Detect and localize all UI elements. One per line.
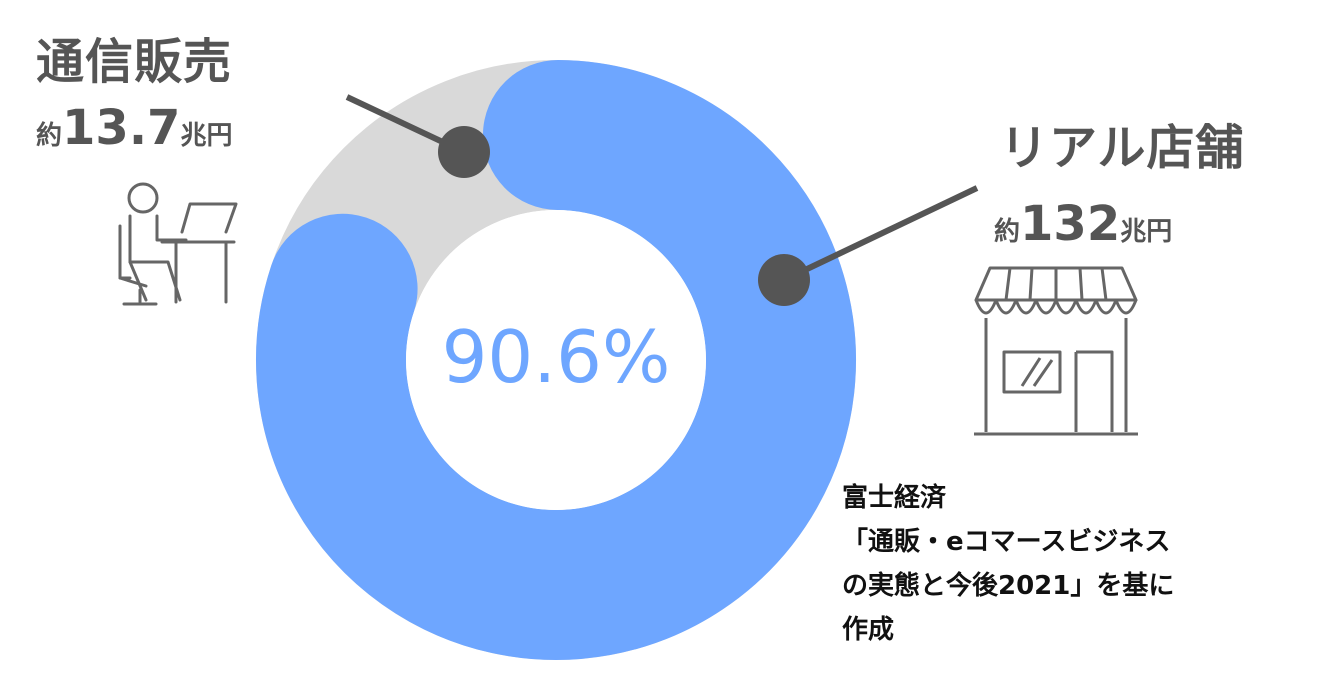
online-amount-number: 13.7 — [62, 100, 181, 156]
online-amount-unit: 兆円 — [180, 121, 233, 151]
slice-real-store — [256, 60, 856, 660]
store-amount-number: 132 — [1020, 196, 1121, 252]
source-line-4: 作成 — [842, 615, 895, 645]
center-percentage-label: 90.6% — [442, 315, 671, 399]
source-line-3: の実態と今後2021」を基に — [842, 571, 1175, 601]
person-at-computer-icon — [118, 182, 238, 306]
store-leader-dot — [758, 254, 810, 306]
store-amount-unit: 兆円 — [1120, 217, 1173, 247]
storefront-icon — [974, 266, 1138, 436]
online-sales-amount: 約13.7兆円 — [36, 100, 232, 156]
online-amount-prefix: 約 — [36, 121, 63, 151]
real-store-label: リアル店舗 — [1000, 120, 1245, 176]
store-leader-line — [782, 185, 979, 283]
real-store-amount: 約132兆円 — [994, 196, 1172, 252]
source-note: 富士経済 「通販・eコマースビジネス の実態と今後2021」を基に 作成 — [842, 476, 1174, 652]
donut-hole — [406, 210, 706, 510]
donut-slices — [256, 60, 856, 660]
online-leader-dot — [438, 126, 490, 178]
source-line-2: 「通販・eコマースビジネス — [842, 527, 1171, 557]
store-amount-prefix: 約 — [994, 217, 1021, 247]
online-sales-label: 通信販売 — [36, 34, 233, 90]
source-line-1: 富士経済 — [842, 483, 947, 513]
